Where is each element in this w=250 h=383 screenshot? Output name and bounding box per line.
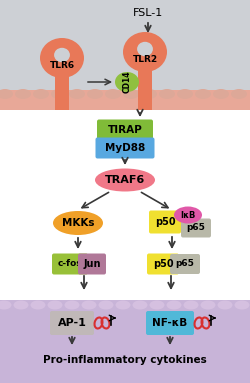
Ellipse shape xyxy=(14,301,28,309)
FancyBboxPatch shape xyxy=(138,66,152,110)
Ellipse shape xyxy=(105,89,121,99)
Ellipse shape xyxy=(123,32,167,72)
FancyBboxPatch shape xyxy=(0,300,250,383)
Ellipse shape xyxy=(195,89,211,99)
Text: FSL-1: FSL-1 xyxy=(133,8,163,18)
FancyBboxPatch shape xyxy=(0,105,250,300)
Ellipse shape xyxy=(40,38,84,78)
Ellipse shape xyxy=(218,301,232,309)
Ellipse shape xyxy=(200,301,216,309)
FancyBboxPatch shape xyxy=(97,119,153,141)
Text: TLR6: TLR6 xyxy=(50,61,74,69)
Ellipse shape xyxy=(33,89,49,99)
Ellipse shape xyxy=(87,89,103,99)
Ellipse shape xyxy=(174,206,202,224)
Text: TLR2: TLR2 xyxy=(132,54,158,64)
Ellipse shape xyxy=(0,301,12,309)
Ellipse shape xyxy=(54,48,70,62)
Ellipse shape xyxy=(159,89,175,99)
Ellipse shape xyxy=(177,89,193,99)
Text: MKKs: MKKs xyxy=(62,218,94,228)
Text: CD14: CD14 xyxy=(122,71,132,93)
Ellipse shape xyxy=(95,169,155,192)
Ellipse shape xyxy=(53,211,103,235)
Text: MyD88: MyD88 xyxy=(105,143,145,153)
Text: IκB: IκB xyxy=(180,211,196,219)
Ellipse shape xyxy=(234,301,250,309)
Ellipse shape xyxy=(64,301,80,309)
Ellipse shape xyxy=(184,301,198,309)
Text: AP-1: AP-1 xyxy=(58,318,86,328)
FancyBboxPatch shape xyxy=(147,254,179,275)
FancyBboxPatch shape xyxy=(170,254,200,274)
Ellipse shape xyxy=(98,301,114,309)
Text: TRAF6: TRAF6 xyxy=(105,175,145,185)
Ellipse shape xyxy=(116,301,130,309)
FancyBboxPatch shape xyxy=(0,90,250,110)
FancyBboxPatch shape xyxy=(55,72,69,110)
Ellipse shape xyxy=(115,72,139,92)
Ellipse shape xyxy=(213,89,229,99)
Ellipse shape xyxy=(48,301,62,309)
Ellipse shape xyxy=(51,89,67,99)
Text: p50: p50 xyxy=(155,217,175,227)
Text: c-fos: c-fos xyxy=(58,260,82,268)
FancyBboxPatch shape xyxy=(181,218,211,237)
FancyBboxPatch shape xyxy=(146,311,194,335)
Text: p65: p65 xyxy=(176,260,195,268)
FancyBboxPatch shape xyxy=(78,254,106,275)
Ellipse shape xyxy=(123,89,139,99)
Text: p50: p50 xyxy=(153,259,173,269)
Ellipse shape xyxy=(166,301,182,309)
Ellipse shape xyxy=(82,301,96,309)
Ellipse shape xyxy=(30,301,46,309)
FancyBboxPatch shape xyxy=(52,254,88,275)
Ellipse shape xyxy=(132,301,148,309)
FancyBboxPatch shape xyxy=(96,137,154,159)
Text: NF-κB: NF-κB xyxy=(152,318,188,328)
Ellipse shape xyxy=(141,89,157,99)
Text: Jun: Jun xyxy=(83,259,101,269)
Text: Pro-inflammatory cytokines: Pro-inflammatory cytokines xyxy=(43,355,207,365)
FancyBboxPatch shape xyxy=(50,311,94,335)
Ellipse shape xyxy=(150,301,164,309)
Text: p65: p65 xyxy=(186,224,206,232)
Ellipse shape xyxy=(231,89,247,99)
FancyBboxPatch shape xyxy=(149,211,181,234)
Ellipse shape xyxy=(137,42,153,56)
FancyBboxPatch shape xyxy=(0,0,250,105)
Ellipse shape xyxy=(69,89,85,99)
Text: TIRAP: TIRAP xyxy=(108,125,142,135)
Ellipse shape xyxy=(0,89,13,99)
Ellipse shape xyxy=(15,89,31,99)
